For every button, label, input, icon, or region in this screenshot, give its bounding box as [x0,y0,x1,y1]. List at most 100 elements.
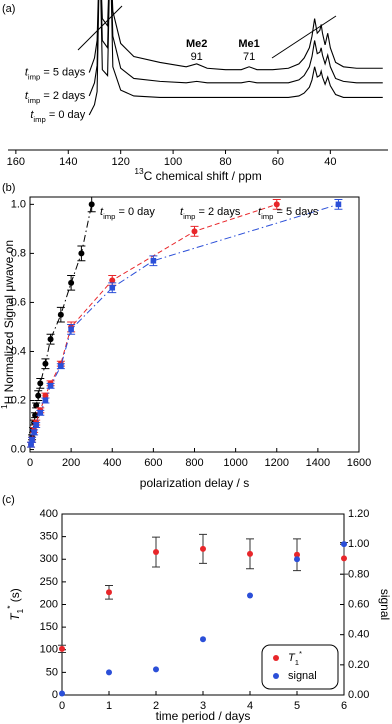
marker [33,422,39,428]
y2-tick-label: 1.20 [348,508,369,520]
y-tick-label: 300 [40,553,58,565]
spectrum-line [88,0,383,73]
y-tick-label: 150 [40,621,58,633]
y-tick-label: 350 [40,531,58,543]
x-tick-label: 60 [272,156,284,168]
marker [31,429,37,436]
x-axis-label: polarization delay / s [140,476,249,490]
x-tick-label: 80 [219,156,231,168]
marker [35,392,42,399]
marker [42,360,49,367]
spectrum-line [88,0,383,116]
marker [247,592,253,599]
axis-break [271,15,337,59]
x-tick-label: 3 [200,700,206,712]
marker [37,380,44,387]
y2-tick-label: 0.20 [348,659,369,671]
x-axis-label: 13C chemical shift / ppm [134,166,261,183]
marker [47,382,54,389]
x-tick-label: 4 [247,700,253,712]
marker [341,555,347,562]
annotation-shift: 71 [243,51,255,63]
x-tick-label: 1600 [347,457,371,469]
annotation-shift: 91 [191,51,203,63]
x-tick-label: 1200 [265,457,289,469]
marker [29,436,35,443]
marker [247,550,253,557]
x-tick-label: 6 [341,700,347,712]
x-tick-label: 2 [153,700,159,712]
x-tick-label: 5 [294,700,300,712]
series-label: timp = 0 day [100,206,155,221]
x-tick-label: 1000 [223,457,247,469]
marker [33,402,40,409]
marker [109,284,116,291]
marker [200,636,206,643]
y-tick-label: 0.8 [11,247,26,259]
marker [106,669,112,676]
fit-line [31,204,93,438]
legend-marker [273,673,279,679]
series-label: timp = 2 days [180,206,241,221]
marker [191,228,198,235]
marker [88,201,95,208]
x-tick-label: 0 [27,457,33,469]
marker [294,556,300,563]
marker [59,645,65,652]
y-tick-label: 0 [52,689,58,701]
x-tick-label: 160 [7,156,25,168]
marker [68,279,75,286]
x-tick-label: 400 [103,457,121,469]
y2-tick-label: 1.00 [348,538,369,550]
marker [28,441,34,448]
y-tick-label: 0.2 [11,394,26,406]
marker [200,545,206,552]
spectrum-line [88,0,383,97]
y-tick-label: 0.6 [11,296,26,308]
y-tick-label: 250 [40,576,58,588]
series-label: timp = 5 days [25,67,86,82]
marker [68,326,74,333]
marker [78,250,85,257]
fit-line [30,203,339,445]
x-tick-label: 1 [106,700,112,712]
y-tick-label: 50 [46,666,58,678]
marker [273,201,280,208]
legend-label: T1* [288,649,302,667]
y-tick-label: 1.0 [11,198,26,210]
axis-break [77,5,123,51]
marker [57,311,64,318]
y2-tick-label: 0.40 [348,629,369,641]
x-tick-label: 40 [324,156,336,168]
marker [294,551,300,558]
x-tick-label: 1400 [306,457,330,469]
x-tick-label: 200 [62,457,80,469]
x-axis-label: time period / days [156,709,251,723]
series-label: timp = 0 day [30,109,85,124]
y-tick-label: 0.4 [11,345,26,357]
y2-axis-label: signal [378,589,392,620]
y-tick-label: 200 [40,598,58,610]
marker [341,541,347,548]
x-tick-label: 600 [144,457,162,469]
x-tick-label: 120 [112,156,130,168]
marker [47,336,54,343]
legend-marker [273,655,279,661]
y2-tick-label: 0.80 [348,568,369,580]
fit-line [30,203,277,445]
y-axis-label: 1H Normalized Signal μwave on [0,240,16,409]
y-tick-label: 100 [40,644,58,656]
y-axis-label: T1* (s) [5,588,25,621]
marker [59,690,65,697]
marker [42,397,49,404]
panel-label: (c) [2,494,15,506]
marker [58,363,64,369]
legend-box [261,644,339,690]
y2-tick-label: 0.00 [348,689,369,701]
y-tick-label: 400 [40,508,58,520]
x-tick-label: 800 [185,457,203,469]
marker [335,201,342,208]
series-label: timp = 5 days [258,206,319,221]
